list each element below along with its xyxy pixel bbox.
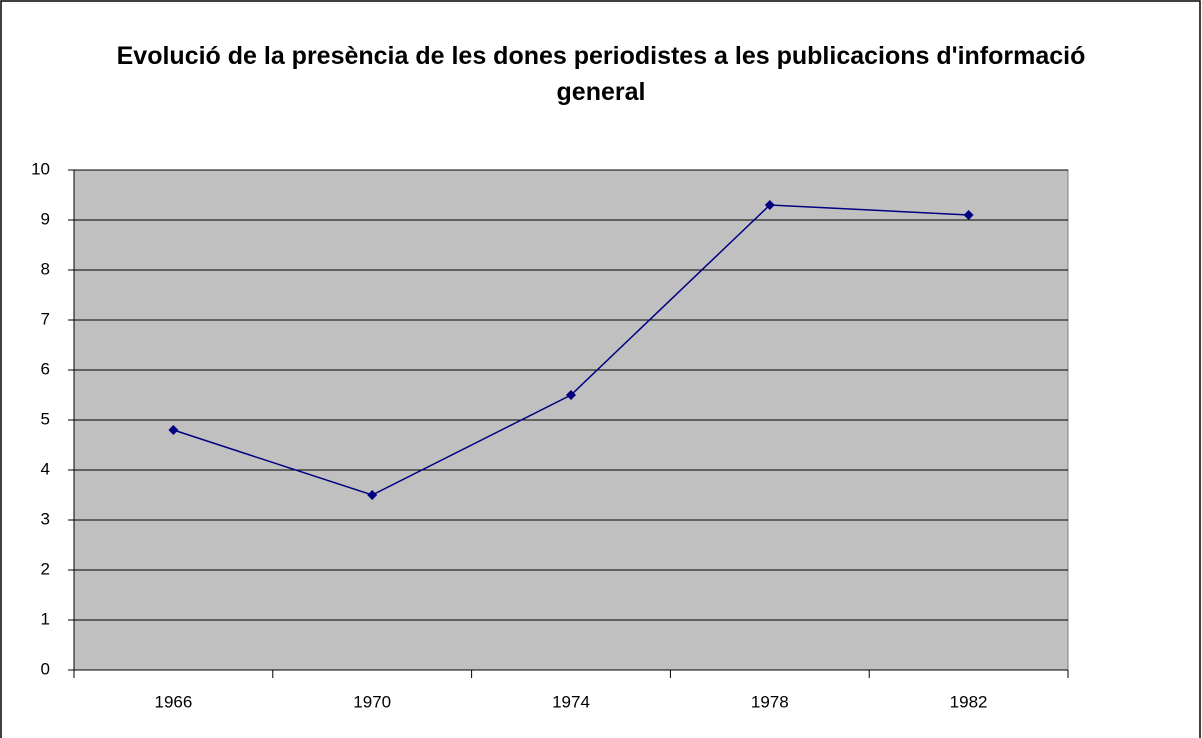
y-tick-label: 9 (41, 209, 50, 228)
y-tick-label: 10 (31, 159, 50, 178)
y-tick-label: 0 (41, 659, 50, 678)
data-point (963, 210, 974, 220)
x-tick-label: 1982 (950, 692, 988, 711)
x-tick-label: 1978 (751, 692, 789, 711)
chart-title: Evolució de la presència de les dones pe… (116, 42, 1086, 106)
y-tick-label: 5 (41, 409, 50, 428)
data-point (764, 200, 775, 210)
y-tick-label: 6 (41, 359, 50, 378)
y-tick-label: 3 (41, 509, 50, 528)
y-tick-label: 4 (41, 459, 50, 478)
y-tick-label: 1 (41, 609, 50, 628)
x-tick-label: 1966 (154, 692, 192, 711)
data-point (367, 490, 378, 500)
y-tick-label: 8 (41, 259, 50, 278)
y-tick-label: 2 (41, 559, 50, 578)
x-tick-label: 1970 (353, 692, 391, 711)
y-tick-label: 7 (41, 309, 50, 328)
data-point (566, 390, 576, 400)
data-point (168, 425, 179, 435)
x-tick-label: 1974 (552, 692, 590, 711)
